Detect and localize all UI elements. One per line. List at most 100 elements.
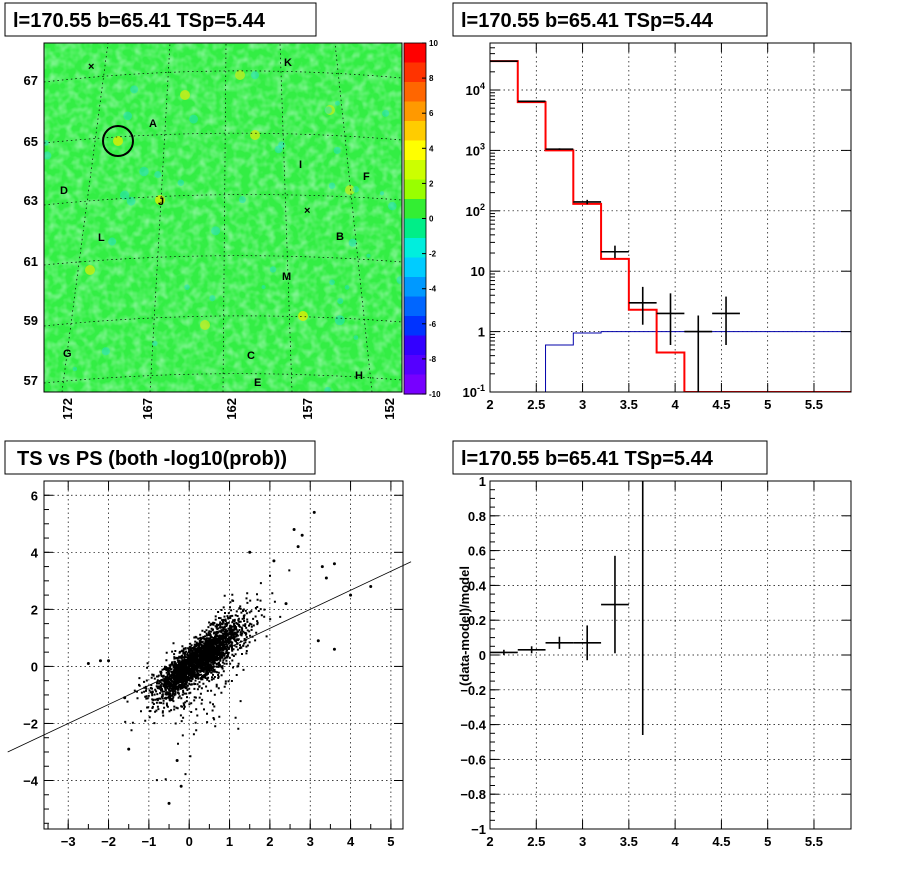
source-label: K — [284, 57, 292, 69]
cool-spot — [388, 201, 397, 211]
ratio-ylabel: (data-model)/model — [457, 566, 472, 686]
ratio-title: l=170.55 b=65.41 TSp=5.44 — [461, 448, 714, 470]
hotspot — [250, 130, 260, 140]
scatter-point — [332, 647, 336, 651]
cool-spot — [238, 196, 246, 204]
source-label: D — [60, 185, 68, 197]
coordinate-grid — [44, 43, 402, 392]
scatter-panel: TS vs PS (both -log10(prob)) −3 −2 −1 0 1 2 3 4… — [4, 440, 412, 849]
model-histogram-line — [490, 60, 851, 392]
scatter-point — [349, 593, 353, 597]
map-y-tick-label: 57 — [24, 373, 38, 388]
scatter-point — [175, 759, 179, 763]
colorbar-segment — [404, 355, 426, 376]
map-y-tick-label: 59 — [24, 313, 38, 328]
cool-spot — [278, 141, 286, 149]
map-y-tick-label: 67 — [24, 73, 38, 88]
map-axes: 67 65 63 61 59 57 172 167 162 157 152 — [24, 73, 397, 420]
hotspot — [235, 70, 245, 80]
colorbar-tick-label: -2 — [429, 250, 437, 259]
ratio-y-tick-label: −0.4 — [460, 718, 486, 733]
cool-spot — [154, 171, 162, 179]
map-panel: l=170.55 b=65.41 TSp=5.44 × × — [4, 2, 441, 420]
ratio-x-tick-label: 2 — [486, 834, 493, 849]
cool-spot — [261, 285, 266, 290]
ratio-y-tick-label: 0.4 — [468, 578, 487, 593]
cool-spot — [329, 279, 335, 286]
ratio-axes: 2 2.5 3 3.5 4 4.5 5 5.5 −1 −0.8 −0.6 −0.4 −0.2 0 0.2 0.… — [460, 474, 851, 849]
cool-spot — [108, 237, 117, 246]
cool-spot — [189, 114, 198, 124]
source-labels: K A I F D J B L M G C H E — [60, 57, 370, 389]
colorbar-tick-label: 2 — [429, 179, 434, 188]
cool-spot — [344, 285, 350, 290]
spectrum-plot — [490, 60, 851, 392]
cool-spot — [120, 190, 130, 200]
ratio-point — [573, 625, 602, 661]
scatter-point — [107, 659, 111, 663]
scatter-point — [300, 533, 304, 537]
cool-spot — [337, 298, 344, 305]
source-label: I — [299, 159, 302, 171]
cool-spot — [353, 335, 359, 340]
cool-spot — [101, 347, 110, 356]
cool-spot — [123, 111, 133, 121]
scatter-point — [312, 510, 316, 514]
source-label: C — [247, 350, 255, 362]
spectrum-title: l=170.55 b=65.41 TSp=5.44 — [461, 10, 714, 32]
colorbar-segment — [404, 121, 426, 142]
colorbar-segment — [404, 160, 426, 181]
scatter-point — [296, 545, 300, 549]
cool-spot — [379, 191, 385, 196]
colorbar-tick-label: -10 — [429, 390, 441, 399]
scatter-point — [179, 784, 183, 788]
scatter-title: TS vs PS (both -log10(prob)) — [17, 448, 287, 470]
spectrum-x-tick-label: 3 — [579, 397, 586, 412]
map-x-tick-label: 172 — [60, 398, 75, 420]
ratio-y-tick-label: −0.2 — [460, 683, 486, 698]
scatter-plot — [86, 510, 373, 805]
spectrum-frame — [489, 42, 852, 393]
ratio-point — [601, 555, 629, 654]
colorbar-segment — [404, 277, 426, 298]
cool-spot — [184, 284, 190, 290]
source-label: M — [282, 271, 291, 283]
cool-spot — [130, 85, 139, 94]
data-point — [628, 286, 657, 325]
scatter-y-tick-label: −2 — [23, 716, 38, 731]
cool-spot — [72, 366, 78, 372]
cool-spot — [328, 182, 336, 190]
ratio-x-tick-label: 5.5 — [805, 834, 823, 849]
ratio-x-tick-label: 2.5 — [527, 834, 545, 849]
cool-spot — [209, 295, 216, 302]
cool-spot — [126, 196, 136, 206]
data-point — [545, 148, 574, 150]
ratio-x-tick-label: 4.5 — [712, 834, 730, 849]
data-point — [684, 315, 713, 392]
cool-spot — [352, 186, 360, 193]
cool-spot — [382, 109, 390, 117]
scatter-title-box — [4, 440, 316, 475]
data-point — [517, 100, 546, 103]
scatter-y-tick-label: 0 — [31, 659, 38, 674]
hotspot — [345, 185, 355, 195]
scatter-x-tick-label: 3 — [307, 834, 314, 849]
cool-spot — [333, 146, 341, 155]
map-y-tick-label: 61 — [24, 254, 38, 269]
ratio-panel: l=170.55 b=65.41 TSp=5.44 2 2.5 3 3.5 4 4.5 5 5… — [452, 440, 852, 849]
scatter-point — [127, 747, 131, 751]
scatter-point — [86, 662, 90, 666]
scatter-x-tick-label: −2 — [101, 834, 116, 849]
spectrum-y-tick-label: 10 — [471, 264, 485, 279]
source-label: H — [355, 370, 363, 382]
scatter-axes: −3 −2 −1 0 1 2 3 4 5 −4 −2 0 2 4 6 — [23, 481, 403, 849]
hotspot — [200, 320, 210, 330]
source-label: J — [158, 196, 164, 208]
spectrum-panel: l=170.55 b=65.41 TSp=5.44 2 2.5 3 3.5 4 4.5 5 5… — [452, 2, 852, 412]
ratio-y-tick-label: 0 — [479, 648, 486, 663]
scatter-point — [98, 659, 102, 663]
hotspot — [113, 136, 123, 146]
data-point — [573, 199, 602, 205]
map-hotspots — [44, 70, 402, 392]
source-label: E — [254, 377, 261, 389]
